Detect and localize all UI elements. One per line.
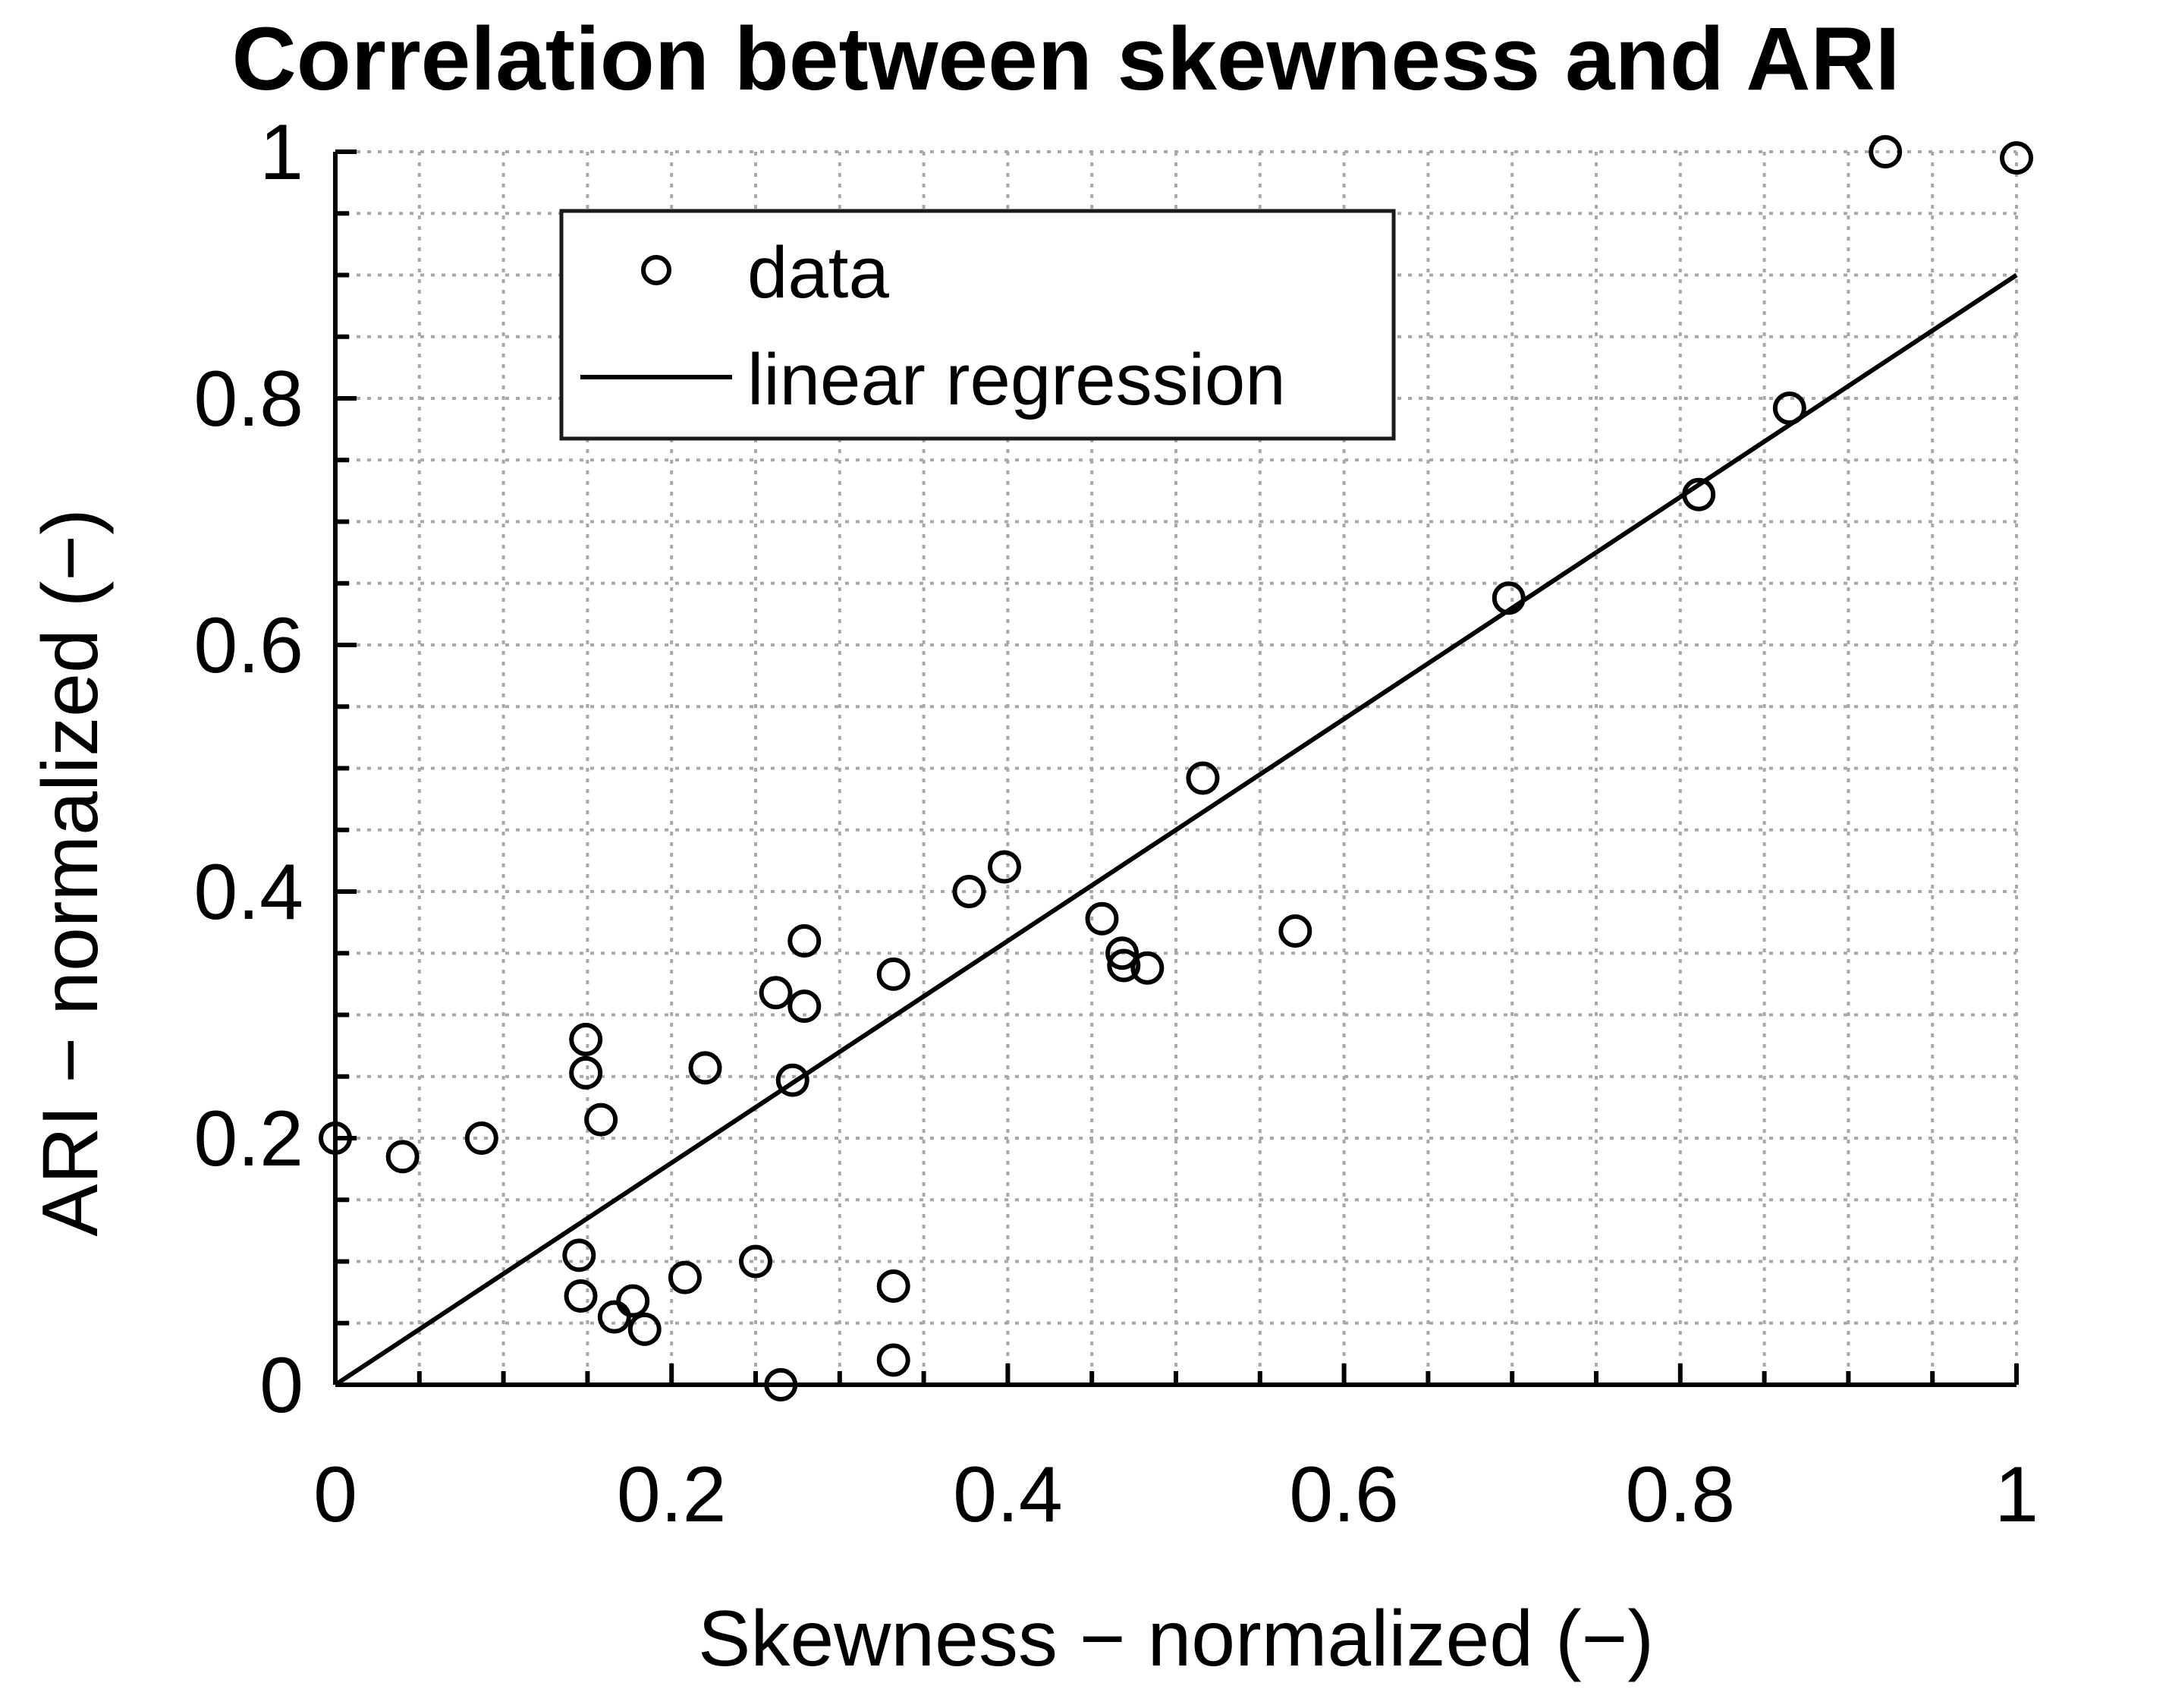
data-point xyxy=(627,1312,662,1346)
x-tick-label: 0.6 xyxy=(1289,1451,1399,1539)
x-tick-label: 0.4 xyxy=(953,1451,1063,1539)
axes xyxy=(333,152,2017,1387)
data-point xyxy=(775,1063,809,1097)
data-point xyxy=(876,1343,910,1377)
data-point xyxy=(739,1244,772,1279)
legend-box xyxy=(559,209,1396,441)
legend-marker-data-icon xyxy=(641,255,671,285)
tick-labels: 0 0.2 0.4 0.6 0.8 1 0 0.2 0.4 0.6 0.8 1 xyxy=(193,109,2039,1539)
data-point xyxy=(1278,914,1312,948)
y-tick-label: 0.2 xyxy=(193,1095,303,1183)
data-point xyxy=(584,1102,618,1137)
data-point xyxy=(876,1269,910,1303)
data-point xyxy=(569,1055,603,1090)
data-point xyxy=(1186,761,1220,795)
y-tick-label: 0.8 xyxy=(193,355,303,443)
x-axis-label: Skewness − normalized (−) xyxy=(698,1595,1654,1683)
x-tick-label: 0 xyxy=(313,1451,357,1539)
data-point xyxy=(597,1300,631,1334)
data-point xyxy=(987,850,1021,884)
legend: data linear regression xyxy=(559,209,1396,441)
y-axis-label: ARI − normalized (−) xyxy=(27,508,115,1236)
data-point xyxy=(385,1140,420,1174)
data-point xyxy=(1869,135,1903,168)
y-tick-label: 0 xyxy=(259,1342,303,1430)
y-tick-label: 0.6 xyxy=(193,602,303,690)
legend-label-linear-regression: linear regression xyxy=(747,339,1286,420)
data-point xyxy=(764,1368,798,1401)
data-point xyxy=(668,1260,702,1294)
data-point xyxy=(2000,141,2033,175)
data-point xyxy=(1105,936,1140,970)
data-point xyxy=(562,1238,596,1272)
minor-ticks xyxy=(333,149,2019,1387)
chart-title: Correlation between skewness and ARI xyxy=(232,9,1900,109)
data-point xyxy=(464,1121,498,1155)
data-point xyxy=(564,1279,598,1313)
legend-label-data: data xyxy=(747,232,889,313)
data-point xyxy=(787,989,822,1024)
data-point xyxy=(876,957,910,991)
data-point xyxy=(688,1051,722,1085)
data-point xyxy=(1107,948,1141,983)
data-point xyxy=(759,976,793,1010)
series xyxy=(319,135,2033,1401)
data-point xyxy=(616,1284,650,1318)
data-point xyxy=(952,875,986,908)
data-point xyxy=(1130,951,1165,985)
data-point xyxy=(569,1023,603,1056)
data-point xyxy=(319,1121,352,1155)
x-tick-label: 1 xyxy=(1995,1451,2039,1539)
data-point xyxy=(1085,901,1119,936)
x-tick-label: 0.2 xyxy=(617,1451,727,1539)
data-point xyxy=(787,924,822,958)
y-tick-label: 1 xyxy=(259,109,303,197)
y-tick-label: 0.4 xyxy=(193,848,303,936)
regression-line xyxy=(334,272,2018,1387)
x-tick-label: 0.8 xyxy=(1626,1451,1736,1539)
